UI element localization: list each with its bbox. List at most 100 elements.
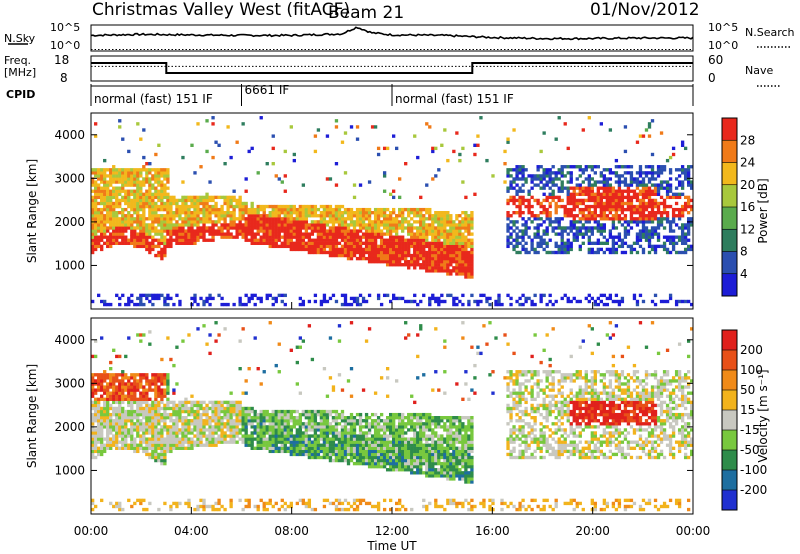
data-cell xyxy=(187,235,191,239)
data-cell xyxy=(112,214,116,218)
data-cell xyxy=(476,302,480,307)
data-cell xyxy=(97,177,101,181)
data-cell xyxy=(115,220,119,224)
data-cell xyxy=(205,211,209,215)
data-cell xyxy=(112,226,116,230)
data-cell xyxy=(584,186,588,190)
data-cell xyxy=(452,226,456,230)
data-cell xyxy=(301,437,306,441)
data-cell xyxy=(157,373,161,377)
data-cell xyxy=(280,443,284,447)
data-cell xyxy=(295,422,299,426)
data-cell xyxy=(358,244,363,249)
data-cell xyxy=(148,195,152,200)
data-cell xyxy=(109,226,113,230)
data-cell xyxy=(292,244,296,249)
data-cell xyxy=(277,293,281,298)
data-cell xyxy=(253,226,257,230)
data-cell xyxy=(455,263,459,267)
data-cell xyxy=(136,204,140,209)
data-cell xyxy=(376,293,381,298)
data-cell xyxy=(662,165,667,169)
data-cell xyxy=(103,412,107,417)
data-cell xyxy=(334,214,339,218)
data-cell xyxy=(118,391,122,395)
data-cell xyxy=(253,207,257,212)
data-cell xyxy=(235,403,239,408)
data-cell xyxy=(352,299,357,304)
data-cell xyxy=(548,299,552,304)
data-cell xyxy=(298,226,302,230)
data-cell xyxy=(274,211,278,215)
data-cell xyxy=(127,409,131,414)
data-cell xyxy=(163,376,167,380)
data-cell xyxy=(115,171,119,175)
data-cell xyxy=(620,198,625,203)
data-cell xyxy=(617,238,622,242)
data-cell xyxy=(142,238,146,242)
data-cell xyxy=(358,217,363,221)
data-cell xyxy=(121,180,125,184)
data-cell xyxy=(220,409,224,414)
data-cell xyxy=(596,229,600,233)
data-cell xyxy=(587,165,591,169)
data-cell xyxy=(268,244,272,249)
data-cell xyxy=(151,400,155,405)
data-cell xyxy=(395,226,399,230)
data-cell xyxy=(398,220,402,224)
data-cell xyxy=(674,299,679,304)
data-cell xyxy=(623,149,628,154)
data-cell xyxy=(193,293,197,298)
date-label: 01/Nov/2012 xyxy=(590,0,700,20)
data-cell xyxy=(656,238,661,242)
data-cell xyxy=(434,266,438,270)
data-cell xyxy=(106,192,110,196)
data-cell xyxy=(301,241,306,245)
data-cell xyxy=(289,449,293,454)
data-cell xyxy=(629,220,634,224)
data-cell xyxy=(677,192,682,196)
data-cell xyxy=(247,217,251,221)
data-cell xyxy=(133,238,137,242)
data-cell xyxy=(331,244,336,249)
data-cell xyxy=(187,406,191,411)
data-cell xyxy=(515,204,519,209)
data-cell xyxy=(250,217,254,221)
data-cell xyxy=(220,504,224,509)
data-cell xyxy=(367,235,372,239)
data-cell xyxy=(214,211,218,215)
data-cell xyxy=(115,394,119,398)
data-cell xyxy=(638,171,643,175)
data-cell xyxy=(355,299,360,304)
data-cell xyxy=(124,201,128,206)
data-cell xyxy=(662,180,667,184)
data-cell xyxy=(373,241,378,245)
data-cell xyxy=(449,232,453,236)
data-cell xyxy=(346,232,351,236)
data-cell xyxy=(343,235,348,239)
data-cell xyxy=(614,211,619,215)
data-cell xyxy=(148,501,152,506)
data-cell xyxy=(151,416,155,420)
data-cell xyxy=(157,143,161,147)
data-cell xyxy=(295,409,299,414)
data-cell xyxy=(193,434,197,438)
data-cell xyxy=(142,440,146,444)
data-cell xyxy=(109,428,113,432)
data-cell xyxy=(431,217,435,221)
data-cell xyxy=(527,201,531,206)
data-cell xyxy=(593,220,597,224)
data-cell xyxy=(404,256,408,261)
data-cell xyxy=(202,507,206,512)
data-cell xyxy=(124,397,128,401)
data-cell xyxy=(250,214,254,218)
data-cell xyxy=(271,162,275,166)
data-cell xyxy=(139,186,143,190)
data-cell xyxy=(392,226,396,230)
data-cell xyxy=(190,198,194,203)
data-cell xyxy=(232,428,236,432)
data-cell xyxy=(358,220,363,224)
data-cell xyxy=(602,186,607,190)
data-cell xyxy=(148,397,152,401)
data-cell xyxy=(169,419,173,423)
